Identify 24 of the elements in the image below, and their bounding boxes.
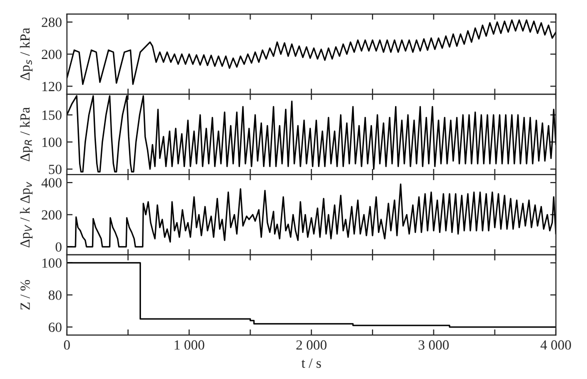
y-axis-title: Δp$_{V}$ / k Δp$_{v}$ — [20, 182, 33, 248]
y-tick-label: 200 — [42, 210, 62, 220]
y-tick-label: 60 — [48, 322, 62, 332]
y-tick-label: 200 — [42, 50, 62, 60]
y-tick-label: 100 — [42, 138, 62, 147]
line-series — [66, 19, 556, 85]
y-tick-label: 0 — [56, 242, 62, 252]
y-axis-title: Δp$_{R}$ / kPa — [20, 107, 33, 162]
x-tick-label: 4 000 — [540, 340, 571, 350]
y-axis-title: Z / % — [20, 280, 30, 310]
x-tick-label: 0 — [64, 340, 70, 350]
y-tick-label: 80 — [48, 290, 62, 300]
y-tick-label: 150 — [42, 110, 62, 120]
x-tick-label: 2 000 — [296, 340, 326, 350]
line-series — [66, 183, 556, 248]
y-axis-title: Δp$_{s}$ / kPa — [20, 28, 33, 80]
y-tick-label: 50 — [48, 164, 62, 174]
y-tick-label: 100 — [42, 258, 62, 268]
y-tick-label: 400 — [41, 178, 62, 188]
y-tick-label: 280 — [42, 18, 62, 28]
y-tick-label: 120 — [42, 82, 62, 92]
x-axis-title: t / s — [302, 358, 321, 368]
x-tick-label: 3 000 — [418, 340, 449, 350]
x-tick-label: 1 000 — [174, 340, 204, 350]
